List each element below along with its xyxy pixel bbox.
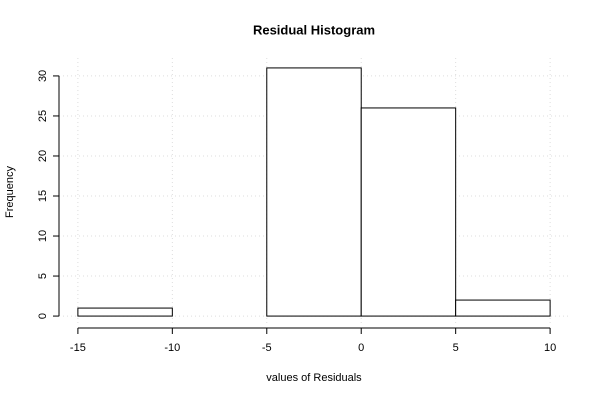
x-tick-label: -5 — [262, 342, 272, 354]
y-tick-label: 10 — [37, 230, 49, 242]
y-tick-label: 30 — [37, 70, 49, 82]
y-tick-label: 25 — [37, 110, 49, 122]
x-tick-label: 5 — [453, 342, 459, 354]
bar — [360, 107, 457, 317]
x-axis-label: values of Residuals — [266, 372, 362, 384]
bar — [266, 67, 362, 317]
y-tick-label: 0 — [37, 313, 49, 319]
x-tick-label: 0 — [358, 342, 364, 354]
y-tick-label: 20 — [37, 150, 49, 162]
y-tick-label: 15 — [37, 190, 49, 202]
bar — [77, 307, 173, 317]
x-tick-label: -15 — [70, 342, 86, 354]
x-tick-label: 10 — [544, 342, 556, 354]
x-tick-label: -10 — [164, 342, 180, 354]
bar — [455, 299, 551, 317]
chart-title: Residual Histogram — [253, 22, 375, 37]
y-axis-label: Frequency — [4, 166, 16, 218]
y-tick-label: 5 — [37, 273, 49, 279]
